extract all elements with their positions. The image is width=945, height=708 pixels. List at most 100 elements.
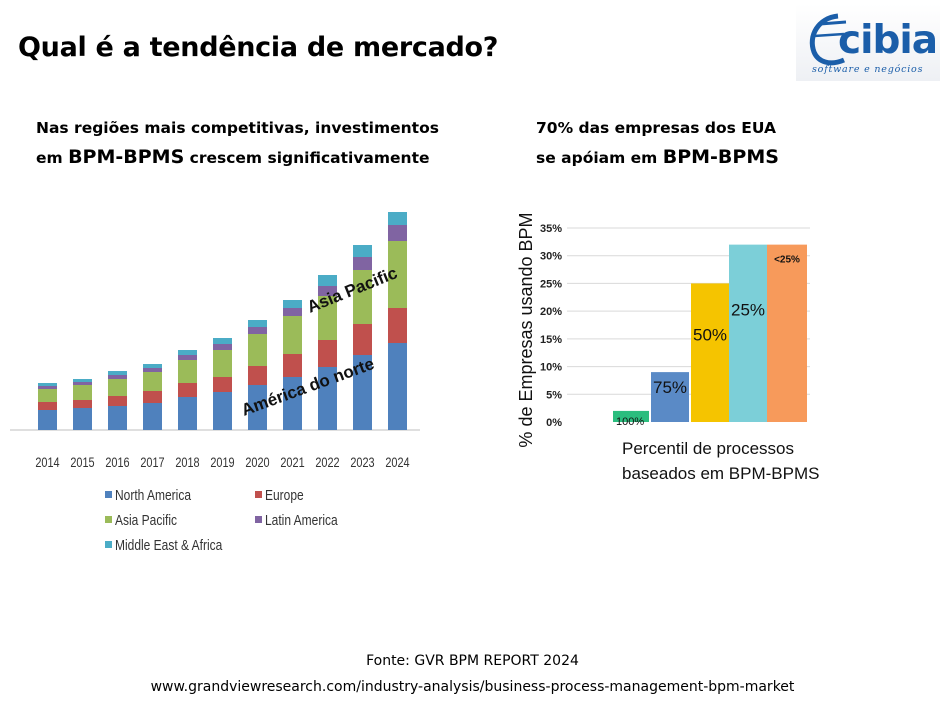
bar-segment — [388, 212, 407, 225]
bar — [613, 410, 649, 422]
y-tick-label: 15% — [540, 334, 562, 346]
bar-segment — [283, 308, 302, 316]
bar-segment — [178, 350, 197, 355]
bar-segment — [388, 308, 407, 343]
bar-segment — [248, 334, 267, 366]
bar — [767, 244, 807, 422]
bar-segment — [73, 382, 92, 385]
x-tick-label: 2017 — [140, 455, 164, 471]
x-tick-label: 2019 — [210, 455, 234, 471]
x-tick-label: 2020 — [245, 455, 269, 471]
bar — [691, 283, 729, 422]
bar-segment — [248, 327, 267, 334]
legend-entry: North America — [115, 487, 191, 504]
legend-swatch — [105, 541, 112, 548]
bar-segment — [388, 343, 407, 430]
left-heading-line2: em BPM-BPMS crescem significativamente — [36, 146, 430, 168]
bar — [729, 244, 767, 422]
bar-segment — [318, 367, 337, 430]
x-tick-label: 2015 — [70, 455, 94, 471]
bar-segment — [318, 296, 337, 340]
bar-segment — [178, 397, 197, 430]
legend-swatch — [255, 491, 262, 498]
bar-segment — [283, 377, 302, 430]
bar-segment — [178, 360, 197, 383]
bar-segment — [73, 385, 92, 400]
legend-swatch — [255, 516, 262, 523]
bar-segment — [143, 364, 162, 368]
bar-segment — [143, 372, 162, 391]
source-url: www.grandviewresearch.com/industry-analy… — [150, 679, 795, 695]
bar-segment — [73, 379, 92, 382]
bar-segment — [38, 410, 57, 430]
bar-segment — [73, 408, 92, 430]
bar-data-label: 75% — [653, 378, 687, 397]
bar-segment — [108, 375, 127, 379]
bar-segment — [108, 406, 127, 430]
legend-entry: Middle East & Africa — [115, 537, 223, 554]
bar-segment — [38, 389, 57, 402]
bar-data-label: 100% — [616, 416, 644, 428]
x-tick-label: 2023 — [350, 455, 374, 471]
y-tick-label: 0% — [546, 417, 562, 429]
x-axis-label: Percentil de processos — [622, 439, 794, 458]
y-tick-label: 30% — [540, 251, 562, 263]
bar-segment — [143, 368, 162, 372]
x-tick-label: 2018 — [175, 455, 199, 471]
page-title: Qual é a tendência de mercado? — [18, 32, 499, 63]
legend-swatch — [105, 516, 112, 523]
x-tick-label: 2021 — [280, 455, 304, 471]
y-tick-label: 35% — [540, 223, 562, 235]
x-tick-label: 2016 — [105, 455, 129, 471]
bar-segment — [318, 340, 337, 367]
x-tick-label: 2024 — [385, 455, 409, 471]
source-note: Fonte: GVR BPM REPORT 2024 www.grandview… — [0, 648, 945, 700]
bar — [651, 372, 689, 422]
bar-segment — [108, 396, 127, 406]
right-chart-heading: 70% das empresas dos EUA se apóiam em BP… — [536, 114, 856, 173]
bar-segment — [178, 383, 197, 397]
bar-segment — [283, 316, 302, 354]
bar-segment — [213, 338, 232, 344]
company-logo: cibia software e negócios — [796, 4, 940, 81]
bar-data-label: <25% — [774, 255, 800, 266]
bar-data-label: 25% — [731, 301, 765, 320]
left-chart-heading: Nas regiões mais competitivas, investime… — [36, 114, 466, 173]
y-tick-label: 20% — [540, 306, 562, 318]
bar-segment — [353, 324, 372, 355]
bar-segment — [213, 392, 232, 430]
bar-segment — [318, 275, 337, 286]
stacked-bar-chart-regions: 2014 2015 2016 2017 2018 2019 2020 2021 2022 2023… — [10, 212, 420, 554]
bar-segment — [353, 355, 372, 430]
logo-swoosh-icon — [809, 13, 847, 66]
bar-segment — [143, 403, 162, 430]
bar-segment — [38, 402, 57, 410]
right-heading-line2: se apóiam em BPM-BPMS — [536, 146, 779, 168]
bar-chart-bpm-usage: 35%30%25%20%15%10%5%0% 100%75%50%25%<25%%… — [516, 212, 819, 483]
bar-segment — [353, 257, 372, 270]
x-axis-label-line2: baseados em BPM-BPMS — [622, 464, 819, 483]
bar-segment — [353, 245, 372, 257]
y-axis-label: % de Empresas usando BPM — [516, 212, 536, 447]
right-heading-line1: 70% das empresas dos EUA — [536, 119, 776, 137]
left-heading-line1: Nas regiões mais competitivas, investime… — [36, 119, 439, 137]
source-line: Fonte: GVR BPM REPORT 2024 — [366, 653, 579, 669]
x-tick-label: 2014 — [35, 455, 59, 471]
bar-segment — [248, 366, 267, 385]
y-tick-label: 10% — [540, 362, 562, 374]
bar-segment — [388, 241, 407, 308]
bar-segment — [213, 344, 232, 350]
bar-segment — [318, 286, 337, 296]
bar-segment — [388, 225, 407, 241]
bar-segment — [38, 383, 57, 386]
bar-segment — [283, 300, 302, 308]
bar-data-label: 50% — [693, 325, 727, 344]
y-tick-label: 5% — [546, 389, 562, 401]
bar-segment — [283, 354, 302, 377]
bar-segment — [108, 371, 127, 375]
legend-entry: Latin America — [265, 512, 338, 529]
x-tick-label: 2022 — [315, 455, 339, 471]
bar-segment — [353, 270, 372, 324]
bar-segment — [248, 320, 267, 327]
legend-entry: Asia Pacific — [115, 512, 177, 529]
